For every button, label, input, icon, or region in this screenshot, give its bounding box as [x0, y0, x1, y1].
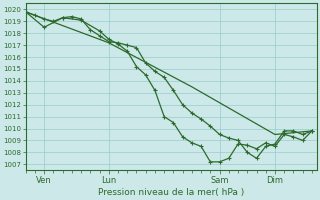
X-axis label: Pression niveau de la mer( hPa ): Pression niveau de la mer( hPa ) [98, 188, 244, 197]
